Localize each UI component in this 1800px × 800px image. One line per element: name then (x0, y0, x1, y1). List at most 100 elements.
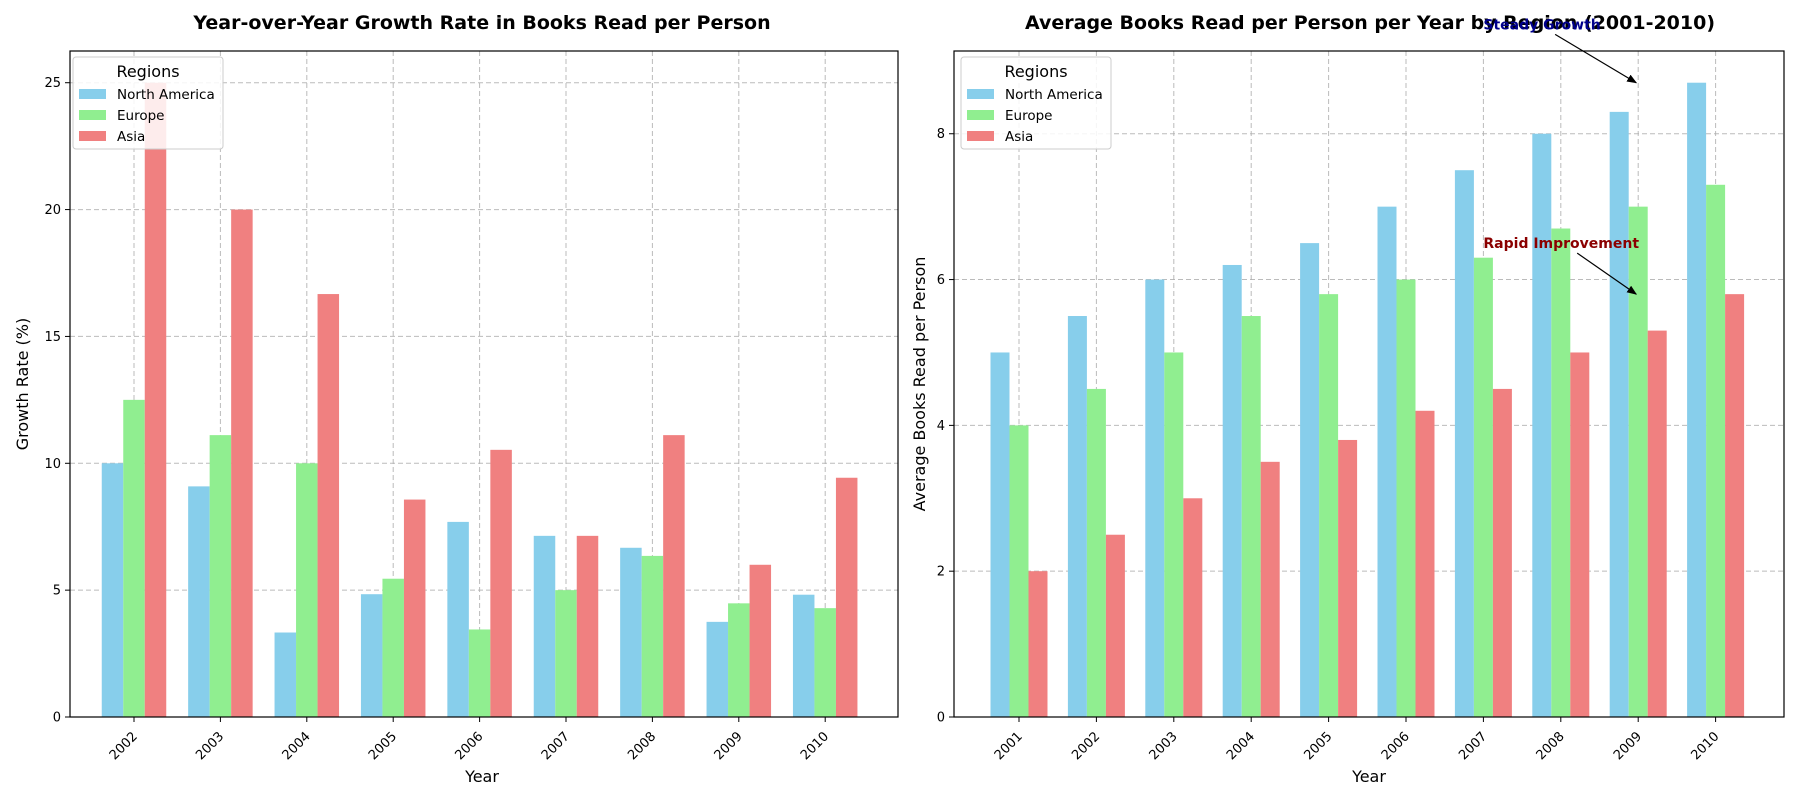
y-tick-label: 20 (44, 203, 61, 218)
y-tick-label: 0 (53, 711, 61, 726)
bar (533, 535, 556, 717)
bar (706, 621, 729, 717)
bar (1145, 279, 1165, 717)
x-tick-label: 2008 (625, 729, 659, 763)
legend-label: North America (1005, 87, 1103, 103)
x-tick-label: 2010 (798, 729, 832, 763)
chart-title: Year-over-Year Growth Rate in Books Read… (192, 12, 770, 34)
bar (1570, 352, 1590, 717)
bar (1183, 498, 1203, 717)
bar (620, 547, 642, 717)
x-tick-label: 2002 (1069, 729, 1103, 763)
plot-frame (69, 50, 899, 718)
bar (101, 463, 124, 717)
x-tick-label: 2006 (452, 729, 486, 763)
legend-label: North America (117, 87, 215, 103)
bar (144, 82, 167, 717)
x-tick-label: 2005 (1301, 729, 1335, 763)
bar (1396, 279, 1416, 717)
legend-title: Regions (1004, 62, 1067, 81)
x-tick-label: 2007 (1456, 729, 1490, 763)
bar (296, 463, 318, 717)
bar (1492, 388, 1512, 717)
annotation-text: Steady Growth (1483, 17, 1600, 33)
bar (317, 294, 340, 717)
bar (274, 632, 297, 717)
legend-label: Asia (117, 129, 145, 145)
y-tick-label: 15 (44, 330, 61, 345)
bar (1725, 294, 1745, 717)
y-tick-label: 5 (53, 584, 61, 599)
bar (490, 449, 512, 717)
annotation-text: Rapid Improvement (1483, 236, 1639, 252)
legend-box (72, 56, 224, 150)
bar (123, 399, 145, 717)
legend-swatch (79, 89, 106, 99)
y-tick-label: 2 (937, 565, 945, 580)
legend-swatch (967, 110, 994, 120)
y-tick-label: 0 (937, 711, 945, 726)
bar (209, 435, 232, 717)
bar (1086, 388, 1106, 717)
bar (1473, 257, 1493, 717)
bar (555, 590, 577, 717)
bar (1551, 228, 1571, 717)
bar (1222, 264, 1242, 717)
bar (447, 521, 469, 717)
bar (728, 603, 750, 717)
legend-box (960, 56, 1112, 150)
bar (663, 435, 685, 717)
y-tick-label: 4 (937, 419, 945, 434)
bar (1609, 111, 1629, 718)
bar (231, 209, 253, 718)
x-tick-label: 2002 (107, 729, 141, 763)
bar (1377, 206, 1397, 718)
bar (1687, 82, 1707, 717)
bar (188, 486, 210, 717)
y-tick-label: 25 (44, 76, 61, 91)
bar (1647, 330, 1667, 717)
x-tick-label: 2007 (539, 729, 573, 763)
bar (1628, 206, 1648, 718)
bar (576, 535, 599, 717)
legend: Regions North America Europe Asia (72, 56, 224, 150)
plot-frame (953, 50, 1785, 718)
legend-swatch (79, 131, 106, 141)
bar (403, 499, 426, 717)
legend-swatch (967, 131, 994, 141)
bar (1164, 352, 1184, 717)
bar (1067, 316, 1087, 717)
x-tick-label: 2005 (366, 729, 400, 763)
x-tick-label: 2009 (1611, 729, 1645, 763)
legend-swatch (79, 110, 106, 120)
bar (468, 629, 491, 717)
x-tick-label: 2004 (280, 729, 314, 763)
bar (1415, 410, 1435, 717)
x-tick-label: 2008 (1534, 729, 1568, 763)
y-axis-label: Average Books Read per Person (910, 257, 929, 512)
bar (814, 608, 836, 717)
bar (990, 352, 1010, 717)
bar (1454, 170, 1474, 717)
y-tick-label: 10 (44, 457, 61, 472)
x-tick-label: 2006 (1379, 729, 1413, 763)
y-axis-label: Growth Rate (%) (13, 318, 32, 450)
bar (641, 555, 664, 717)
legend-label: Europe (117, 108, 164, 124)
legend-swatch (967, 89, 994, 99)
bar (1532, 133, 1552, 717)
annotation-arrow (1554, 33, 1638, 84)
legend-label: Asia (1005, 129, 1033, 145)
x-tick-label: 2010 (1688, 729, 1722, 763)
bar (382, 578, 404, 717)
bar (1300, 243, 1320, 717)
x-tick-label: 2001 (992, 729, 1026, 763)
bar (1706, 184, 1726, 717)
x-axis-label: Year (464, 767, 499, 786)
growth-rate-chart: Year-over-Year Growth Rate in Books Read… (13, 12, 899, 786)
chart-title: Average Books Read per Person per Year b… (1025, 12, 1715, 34)
bar (835, 477, 858, 717)
legend-label: Europe (1005, 108, 1052, 124)
bar (792, 594, 815, 717)
